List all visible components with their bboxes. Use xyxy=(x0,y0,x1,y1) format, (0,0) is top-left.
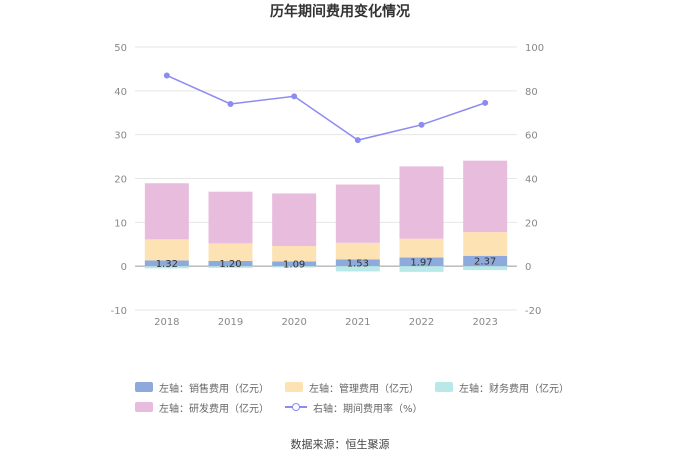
x-axis-tick-label: 2020 xyxy=(281,317,306,328)
legend-swatch-rnd xyxy=(135,402,153,412)
bar-segment xyxy=(399,266,444,272)
expense-rate-point xyxy=(482,99,489,106)
bar-segment xyxy=(208,243,253,261)
bar-segment xyxy=(463,160,508,233)
x-axis-tick-label: 2023 xyxy=(472,317,497,328)
bar-data-label: 1.97 xyxy=(410,257,432,268)
bar-segment xyxy=(335,242,380,260)
bar-segment xyxy=(399,257,444,267)
expense-rate-point xyxy=(418,121,425,128)
bar-segment xyxy=(463,266,508,271)
legend-label-admin: 左轴：管理费用（亿元） xyxy=(309,383,419,395)
bar-series xyxy=(144,160,508,272)
legend-row-2: 左轴：研发费用（亿元） 右轴：期间费用率（%） xyxy=(135,397,565,417)
right-axis-tick-label: 20 xyxy=(525,218,538,229)
bar-segment xyxy=(399,166,444,239)
expense-rate-point xyxy=(354,137,361,144)
legend-item-rnd[interactable]: 左轴：研发费用（亿元） xyxy=(135,400,269,415)
legend: 左轴：销售费用（亿元） 左轴：管理费用（亿元） 左轴：财务费用（亿元） 左轴：研… xyxy=(135,377,569,417)
bar-segment xyxy=(335,266,380,272)
expense-rate-point xyxy=(291,93,298,100)
x-axis-tick-label: 2021 xyxy=(345,317,370,328)
left-axis-tick-label: -10 xyxy=(111,306,127,317)
bar-data-label: 1.20 xyxy=(219,259,241,270)
bar-segment xyxy=(463,255,508,267)
legend-item-admin[interactable]: 左轴：管理费用（亿元） xyxy=(285,380,419,395)
bar-segment xyxy=(208,266,253,268)
right-axis-tick-label: 0 xyxy=(525,262,531,273)
bar-data-label: 1.53 xyxy=(347,258,369,269)
expense-rate-line xyxy=(166,74,486,141)
legend-label-expense-rate: 右轴：期间费用率（%） xyxy=(313,403,423,415)
bar-segment xyxy=(272,193,317,247)
chart-canvas: 历年期间费用变化情况 1.32 1.20 1.09 1.53 1.97 2.37 -10 0… xyxy=(111,3,544,328)
bar-segment xyxy=(335,259,380,267)
bar-segment xyxy=(144,260,189,267)
left-axis-tick-label: 0 xyxy=(121,262,127,273)
bar-segment xyxy=(272,261,317,267)
bar-data-label: 2.37 xyxy=(474,256,496,267)
left-axis-tick-label: 40 xyxy=(114,87,127,98)
bar-segment xyxy=(335,184,380,243)
bar-segment xyxy=(399,238,444,258)
bar-data-label: 1.32 xyxy=(156,259,178,270)
bar-segment xyxy=(144,183,189,240)
legend-label-finance: 左轴：财务费用（亿元） xyxy=(459,383,569,395)
data-source: 数据来源：恒生聚源 xyxy=(290,438,390,451)
legend-label-sales: 左轴：销售费用（亿元） xyxy=(159,383,269,395)
left-axis-tick-label: 50 xyxy=(114,43,127,54)
bar-segment xyxy=(208,260,253,267)
expense-rate-point xyxy=(227,100,234,107)
left-axis-tick-label: 20 xyxy=(114,175,127,186)
legend-swatch-finance xyxy=(435,382,453,392)
data-labels: 1.32 1.20 1.09 1.53 1.97 2.37 xyxy=(156,256,497,270)
axes: -10 0 10 20 30 40 50 -20 0 20 40 60 80 100 2018 2019 202… xyxy=(111,43,544,328)
right-axis-tick-label: 60 xyxy=(525,131,538,142)
legend-row-1: 左轴：销售费用（亿元） 左轴：管理费用（亿元） 左轴：财务费用（亿元） xyxy=(135,377,569,397)
bar-segment xyxy=(272,266,317,268)
x-axis-tick-label: 2019 xyxy=(218,317,243,328)
right-axis-tick-label: 80 xyxy=(525,87,538,98)
bar-segment xyxy=(144,239,189,261)
legend-line-marker-icon xyxy=(285,402,307,412)
bar-segment xyxy=(463,232,508,256)
legend-item-finance[interactable]: 左轴：财务费用（亿元） xyxy=(435,380,569,395)
bar-segment xyxy=(144,266,189,269)
right-axis-tick-label: 100 xyxy=(525,43,544,54)
legend-item-sales[interactable]: 左轴：销售费用（亿元） xyxy=(135,380,269,395)
legend-swatch-admin xyxy=(285,382,303,392)
x-axis-tick-label: 2022 xyxy=(409,317,434,328)
legend-swatch-sales xyxy=(135,382,153,392)
expense-rate-point xyxy=(163,72,170,79)
legend-label-rnd: 左轴：研发费用（亿元） xyxy=(159,403,269,415)
right-axis-tick-label: 40 xyxy=(525,175,538,186)
legend-item-expense-rate[interactable]: 右轴：期间费用率（%） xyxy=(285,400,423,415)
bar-segment xyxy=(272,246,317,262)
left-axis-tick-label: 10 xyxy=(114,218,127,229)
chart-title: 历年期间费用变化情况 xyxy=(270,3,410,20)
left-axis-tick-label: 30 xyxy=(114,131,127,142)
gridlines xyxy=(135,46,517,311)
x-axis-tick-label: 2018 xyxy=(154,317,179,328)
bar-segment xyxy=(208,191,253,244)
bar-data-label: 1.09 xyxy=(283,259,305,270)
line-series xyxy=(163,72,489,144)
right-axis-tick-label: -20 xyxy=(525,306,541,317)
